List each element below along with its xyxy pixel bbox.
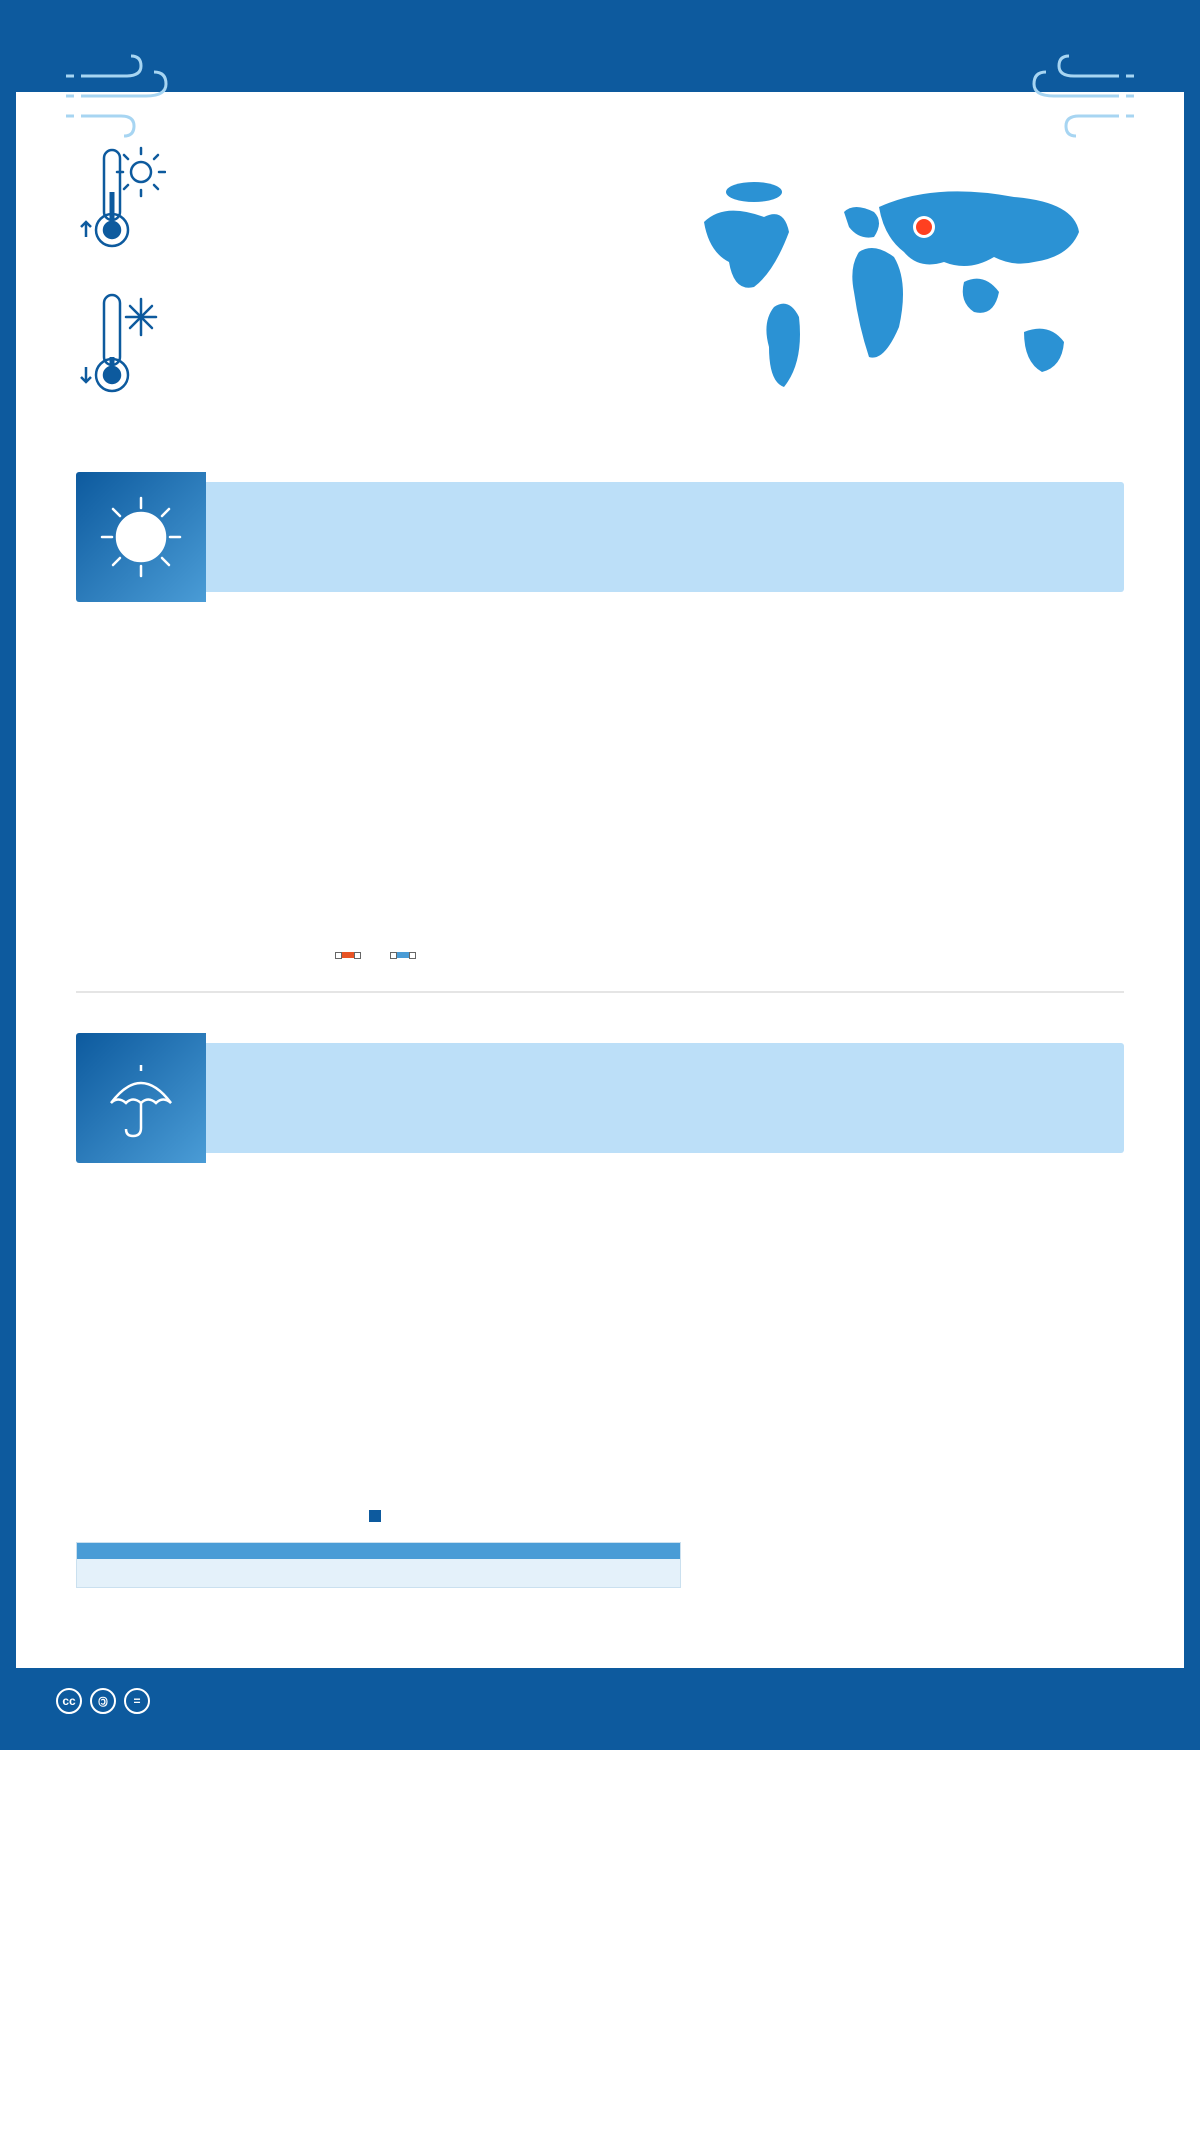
thermometer-cold-icon — [76, 287, 166, 402]
cc-nd-icon: = — [124, 1688, 150, 1714]
chart-legend — [76, 947, 681, 961]
chart-legend — [76, 1508, 681, 1522]
sun-icon — [76, 472, 206, 602]
thermometer-hot-icon — [76, 142, 166, 257]
precipitation-probability — [76, 1542, 681, 1588]
temperature-summary — [721, 632, 1124, 961]
footer: cc 🄯 = — [16, 1668, 1184, 1734]
temperature-chart — [76, 632, 681, 961]
umbrella-icon — [76, 1033, 206, 1163]
precipitation-summary — [721, 1193, 1124, 1588]
world-map — [644, 142, 1124, 432]
warmest-block — [76, 142, 604, 257]
precipitation-banner — [76, 1043, 1124, 1153]
cc-by-icon: 🄯 — [90, 1688, 116, 1714]
precipitation-chart — [76, 1193, 681, 1588]
cc-icon: cc — [56, 1688, 82, 1714]
wind-icon — [56, 46, 176, 146]
wind-icon — [1024, 46, 1144, 146]
temperature-banner — [76, 482, 1124, 592]
coldest-block — [76, 287, 604, 402]
header — [16, 16, 1184, 92]
